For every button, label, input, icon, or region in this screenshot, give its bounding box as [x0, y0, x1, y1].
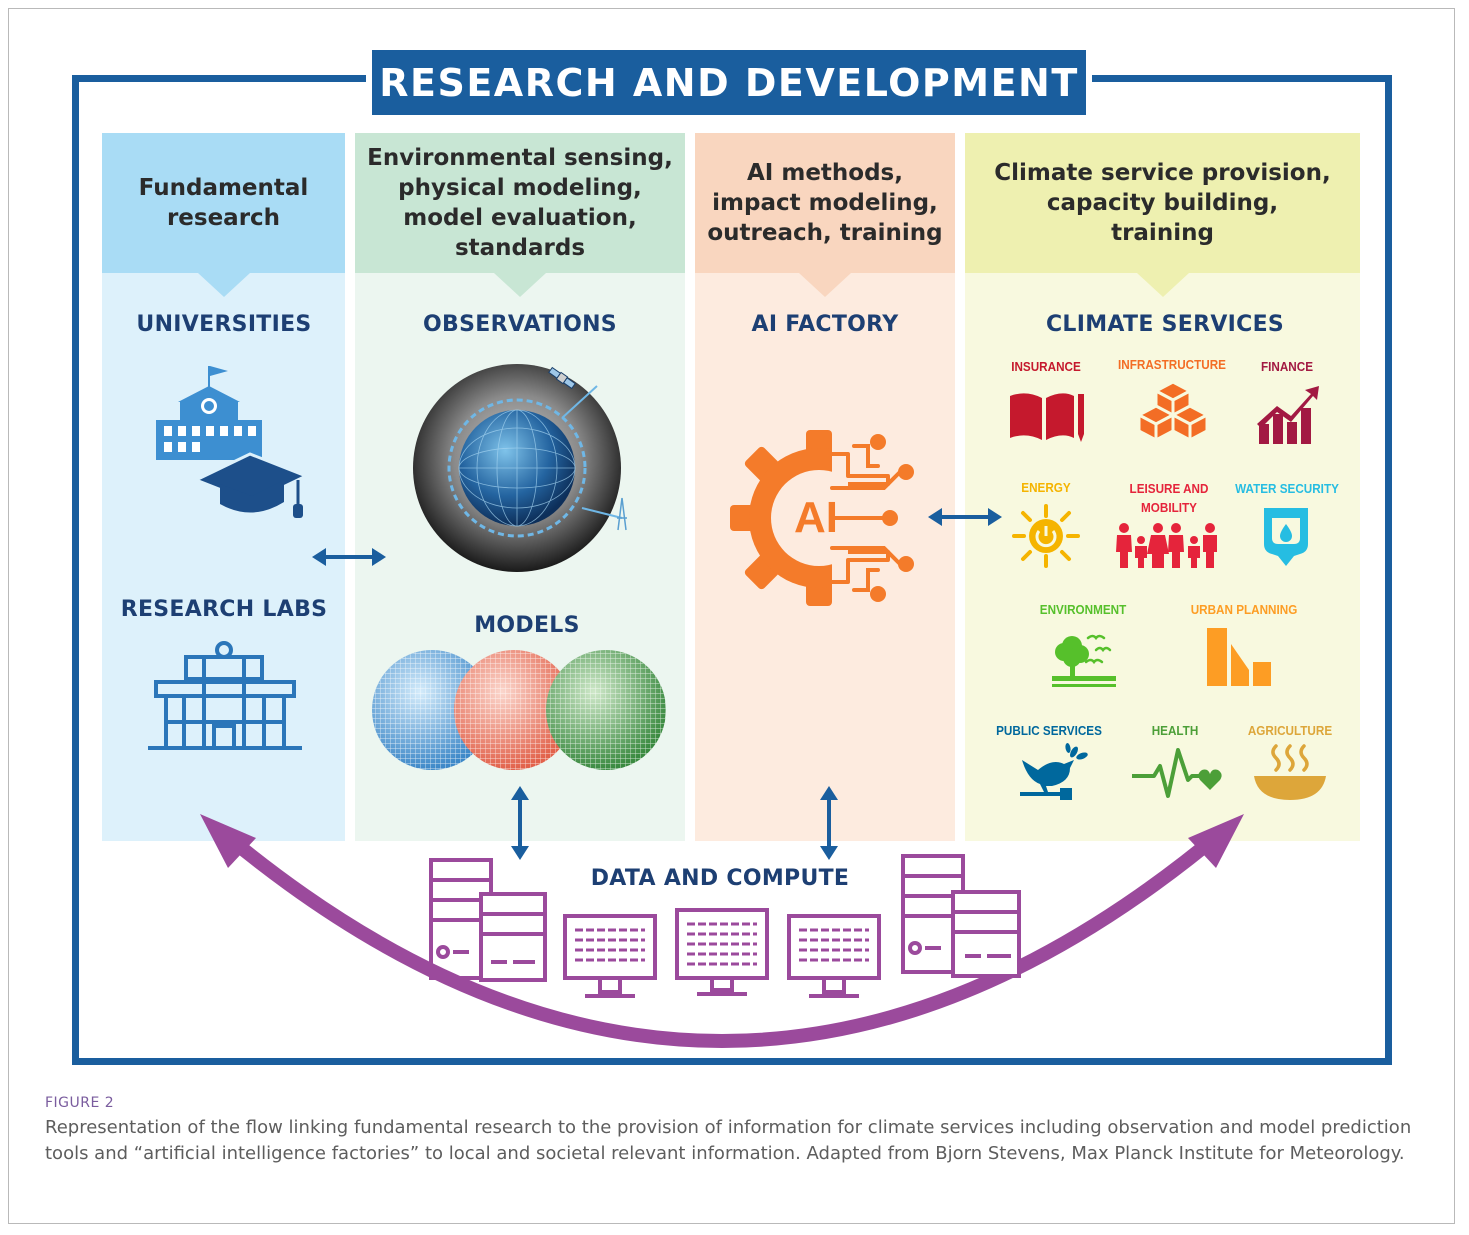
leisure-family-icon	[1116, 523, 1217, 568]
double-arrow-models-compute	[511, 786, 529, 860]
data-compute-icons	[429, 854, 1021, 998]
column-heading-box: Fundamental research	[102, 133, 345, 297]
service-label-leisure-mobility: LEISURE AND MOBILITY	[1129, 481, 1209, 515]
column-climate-service: Climate service provision, capacity buil…	[965, 133, 1360, 841]
service-label-agriculture: AGRICULTURE	[1247, 723, 1333, 738]
service-label-water-security: WATER SECURITY	[1235, 481, 1339, 496]
figure-caption: Representation of the flow linking funda…	[45, 1117, 1412, 1164]
column-pointer	[197, 273, 250, 297]
service-label-urban-planning: URBAN PLANNING	[1190, 602, 1298, 617]
health-heartbeat-icon	[1132, 748, 1222, 798]
column-heading: AI methods, impact modeling, outreach, t…	[707, 160, 943, 246]
agriculture-bowl-icon	[1254, 744, 1326, 800]
column-pointer	[494, 273, 546, 297]
column-heading: Climate service provision, capacity buil…	[994, 160, 1331, 246]
figure-number: FIGURE 2	[45, 1095, 115, 1111]
service-label-health: HEALTH	[1151, 723, 1199, 738]
column-heading: Environmental sensing, physical modeling…	[367, 145, 673, 261]
column-heading: Fundamental research	[138, 175, 309, 231]
water-drop-icon	[1264, 508, 1308, 566]
double-arrow-ai-compute	[820, 786, 838, 860]
climate-model-globes-icon	[372, 650, 666, 770]
earth-observation-icon	[413, 364, 627, 572]
service-label-infrastructure: INFRASTRUCTURE	[1118, 357, 1226, 372]
column-heading-box: AI methods, impact modeling, outreach, t…	[695, 133, 955, 297]
column-heading-box: Environmental sensing, physical modeling…	[355, 133, 685, 297]
universities-label: UNIVERSITIES	[136, 312, 312, 337]
data-and-compute-label: DATA AND COMPUTE	[590, 866, 850, 891]
environment-tree-icon	[1052, 634, 1116, 687]
research-labs-label: RESEARCH LABS	[120, 597, 328, 622]
service-label-public-services: PUBLIC SERVICES	[996, 723, 1102, 738]
finance-growth-icon	[1257, 386, 1319, 444]
models-label: MODELS	[474, 613, 580, 638]
figure-frame	[8, 8, 1455, 1224]
double-arrow-universities-observations	[312, 548, 386, 566]
public-services-dove-icon	[1020, 743, 1088, 800]
service-label-environment: ENVIRONMENT	[1039, 602, 1127, 617]
ai-factory-label: AI FACTORY	[751, 312, 899, 337]
insurance-book-icon	[1010, 393, 1084, 442]
column-pointer	[1136, 273, 1189, 297]
energy-sun-icon	[1012, 504, 1080, 568]
observations-label: OBSERVATIONS	[423, 312, 617, 337]
climate-services-label: CLIMATE SERVICES	[1045, 312, 1285, 337]
ai-gear-icon: AI	[730, 428, 918, 608]
university-icon	[156, 366, 310, 518]
ai-icon-text: AI	[794, 493, 838, 542]
service-label-energy: ENERGY	[1021, 480, 1071, 495]
column-heading-box: Climate service provision, capacity buil…	[965, 133, 1360, 297]
diagram-title: RESEARCH AND DEVELOPMENT	[372, 50, 1086, 115]
urban-planning-bars-icon	[1207, 628, 1271, 686]
research-lab-icon	[148, 641, 302, 750]
service-label-insurance: INSURANCE	[1011, 359, 1081, 374]
infrastructure-cubes-icon	[1135, 380, 1211, 443]
column-pointer	[799, 273, 851, 297]
service-label-finance: FINANCE	[1260, 359, 1314, 374]
double-arrow-ai-climate	[928, 508, 1002, 526]
